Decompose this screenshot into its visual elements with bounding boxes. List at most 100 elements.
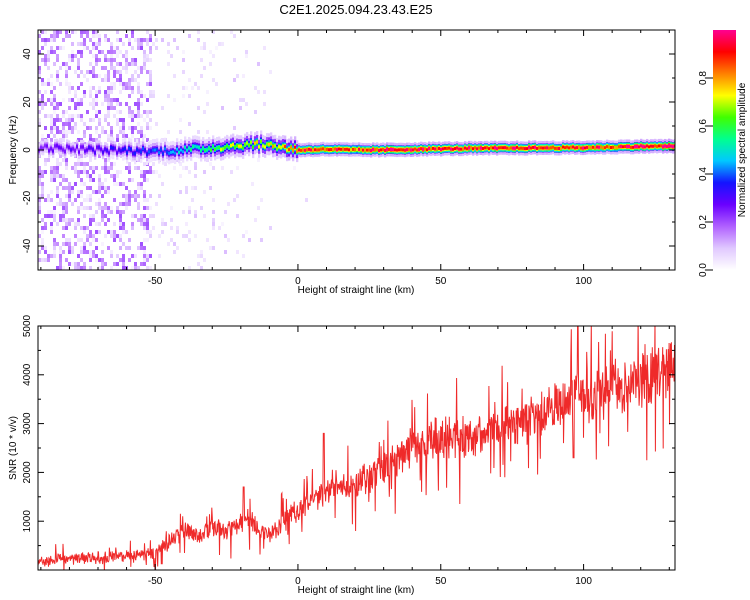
ridge-cell <box>224 145 227 149</box>
ridge-cell <box>356 148 359 152</box>
noise-cell <box>62 206 65 210</box>
noise-cell <box>98 118 101 122</box>
noise-cell <box>167 42 170 46</box>
noise-cell <box>110 174 113 178</box>
noise-cell <box>89 218 92 222</box>
ridge-cell <box>596 145 599 149</box>
noise-cell <box>92 190 95 194</box>
ridge-cell <box>482 146 485 150</box>
noise-cell <box>125 66 128 70</box>
ridge-cell <box>612 145 615 149</box>
noise-cell <box>143 110 146 114</box>
noise-cell <box>62 186 65 190</box>
noise-cell <box>62 134 65 138</box>
ridge-cell <box>306 148 309 152</box>
ridge-cell <box>468 146 471 150</box>
ridge-cell <box>338 147 341 151</box>
figure-title: C2E1.2025.094.23.43.E25 <box>279 2 432 17</box>
noise-cell <box>65 162 68 166</box>
noise-cell <box>41 242 44 246</box>
noise-cell <box>95 130 98 134</box>
noise-cell <box>134 114 137 118</box>
ridge-cell <box>420 147 423 151</box>
noise-cell <box>62 234 65 238</box>
noise-cell <box>50 74 53 78</box>
noise-cell <box>77 50 80 54</box>
noise-cell <box>74 94 77 98</box>
ridge-cell <box>230 144 233 148</box>
noise-cell <box>146 38 149 42</box>
noise-cell <box>71 86 74 90</box>
noise-cell <box>74 170 77 174</box>
ridge-cell <box>82 145 85 149</box>
noise-cell <box>128 194 131 198</box>
noise-cell <box>83 266 86 270</box>
noise-cell <box>101 126 104 130</box>
noise-cell <box>98 230 101 234</box>
noise-cell <box>104 262 107 266</box>
ridge-cell <box>192 145 195 149</box>
noise-cell <box>197 254 200 258</box>
y-tick-label: 40 <box>22 48 33 60</box>
noise-cell <box>110 42 113 46</box>
noise-cell <box>59 130 62 134</box>
noise-cell <box>86 206 89 210</box>
ridge-cell <box>466 147 469 151</box>
noise-cell <box>98 266 101 270</box>
noise-cell <box>143 238 146 242</box>
noise-cell <box>263 46 266 50</box>
noise-cell <box>68 246 71 250</box>
noise-cell <box>149 78 152 82</box>
noise-cell <box>248 238 251 242</box>
noise-cell <box>65 166 68 170</box>
noise-cell <box>104 170 107 174</box>
noise-cell <box>59 266 62 270</box>
noise-cell <box>107 110 110 114</box>
noise-cell <box>110 134 113 138</box>
noise-cell <box>95 42 98 46</box>
noise-cell <box>119 246 122 250</box>
noise-cell <box>83 122 86 126</box>
ridge-cell <box>458 147 461 151</box>
noise-cell <box>71 114 74 118</box>
ridge-cell <box>528 145 531 149</box>
noise-cell <box>146 30 149 34</box>
noise-cell <box>44 198 47 202</box>
noise-cell <box>56 174 59 178</box>
snr-x-label: Height of straight line (km) <box>298 585 415 596</box>
noise-cell <box>41 102 44 106</box>
noise-cell <box>83 226 86 230</box>
noise-cell <box>80 114 83 118</box>
ridge-cell <box>606 145 609 149</box>
noise-cell <box>179 190 182 194</box>
x-tick-label: 50 <box>435 276 447 287</box>
noise-cell <box>128 178 131 182</box>
ridge-cell <box>314 148 317 152</box>
noise-cell <box>110 250 113 254</box>
noise-cell <box>206 130 209 134</box>
noise-cell <box>68 186 71 190</box>
ridge-cell <box>364 148 367 152</box>
noise-cell <box>56 78 59 82</box>
noise-cell <box>59 174 62 178</box>
noise-cell <box>80 70 83 74</box>
noise-cell <box>149 126 152 130</box>
noise-cell <box>71 166 74 170</box>
noise-cell <box>92 178 95 182</box>
noise-cell <box>86 162 89 166</box>
noise-cell <box>71 246 74 250</box>
noise-cell <box>137 98 140 102</box>
noise-cell <box>110 82 113 86</box>
noise-cell <box>92 102 95 106</box>
noise-cell <box>74 182 77 186</box>
noise-cell <box>98 134 101 138</box>
noise-cell <box>74 70 77 74</box>
noise-cell <box>77 206 80 210</box>
noise-cell <box>80 82 83 86</box>
noise-cell <box>41 98 44 102</box>
noise-cell <box>125 86 128 90</box>
noise-cell <box>197 38 200 42</box>
noise-cell <box>47 134 50 138</box>
noise-cell <box>83 162 86 166</box>
